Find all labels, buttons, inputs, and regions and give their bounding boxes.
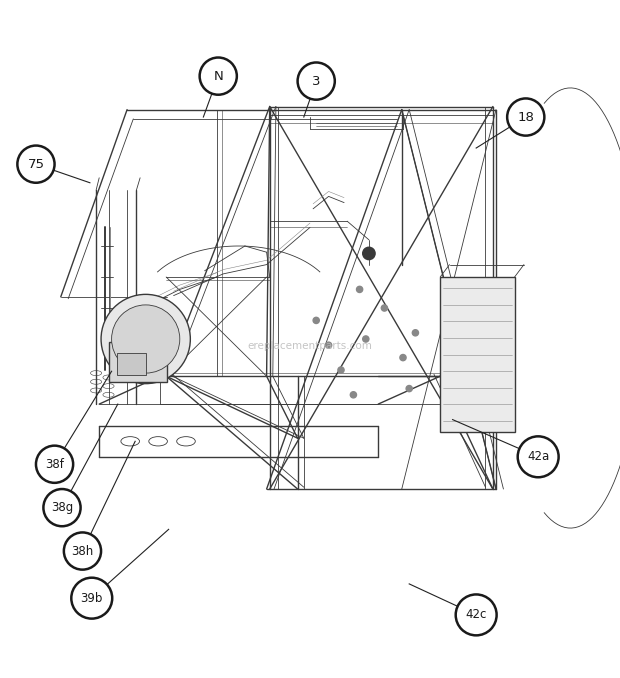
Circle shape bbox=[298, 62, 335, 100]
Circle shape bbox=[363, 336, 369, 342]
Circle shape bbox=[112, 305, 180, 373]
Bar bbox=[440, 277, 515, 432]
Circle shape bbox=[412, 330, 418, 336]
Circle shape bbox=[326, 342, 332, 348]
Circle shape bbox=[71, 578, 112, 618]
Bar bbox=[108, 342, 167, 382]
Circle shape bbox=[200, 58, 237, 95]
Circle shape bbox=[381, 305, 388, 311]
Text: 42c: 42c bbox=[466, 608, 487, 622]
Text: 38g: 38g bbox=[51, 501, 73, 514]
Text: 38f: 38f bbox=[45, 458, 64, 471]
Ellipse shape bbox=[149, 437, 167, 446]
Ellipse shape bbox=[177, 437, 195, 446]
Circle shape bbox=[43, 489, 81, 526]
Circle shape bbox=[350, 392, 356, 398]
Circle shape bbox=[406, 386, 412, 392]
Text: ereplacementparts.com: ereplacementparts.com bbox=[247, 342, 373, 351]
Circle shape bbox=[363, 247, 375, 260]
Circle shape bbox=[518, 437, 559, 477]
Text: 42a: 42a bbox=[527, 450, 549, 463]
Circle shape bbox=[64, 532, 101, 570]
Circle shape bbox=[507, 98, 544, 136]
Circle shape bbox=[101, 294, 190, 384]
Text: 38h: 38h bbox=[71, 544, 94, 557]
Circle shape bbox=[400, 355, 406, 361]
Circle shape bbox=[17, 146, 55, 183]
Circle shape bbox=[313, 317, 319, 323]
Text: 3: 3 bbox=[312, 75, 321, 87]
Text: 18: 18 bbox=[517, 111, 534, 123]
Circle shape bbox=[36, 445, 73, 483]
Circle shape bbox=[456, 595, 497, 635]
Text: 39b: 39b bbox=[81, 592, 103, 605]
Text: 75: 75 bbox=[27, 158, 45, 171]
Bar bbox=[117, 353, 146, 375]
Text: N: N bbox=[213, 70, 223, 83]
Circle shape bbox=[338, 367, 344, 373]
Circle shape bbox=[356, 286, 363, 292]
Ellipse shape bbox=[121, 437, 140, 446]
